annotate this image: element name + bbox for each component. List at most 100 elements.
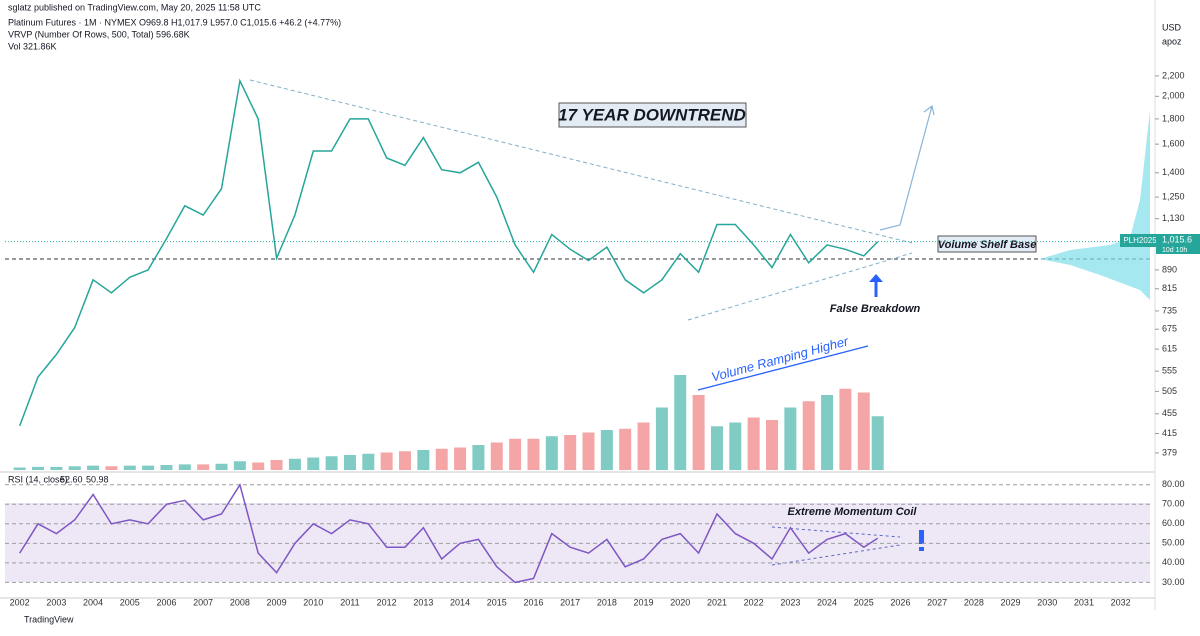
volume-bar bbox=[362, 453, 375, 470]
volume-bar bbox=[399, 451, 412, 470]
volume-bar bbox=[619, 428, 632, 470]
volume-bar bbox=[252, 462, 265, 470]
exclaim bbox=[919, 547, 924, 551]
volume-bar bbox=[564, 435, 577, 470]
header-line: Vol 321.86K bbox=[8, 41, 57, 51]
projection-arrow bbox=[879, 104, 935, 231]
x-tick-label: 2020 bbox=[670, 597, 690, 607]
y-tick-label: 50.00 bbox=[1162, 538, 1185, 548]
y-tick-label: 890 bbox=[1162, 264, 1177, 274]
exclaim bbox=[919, 530, 924, 544]
price-tag bbox=[1156, 234, 1200, 254]
y-tick-label: 70.00 bbox=[1162, 499, 1185, 509]
rsi-band bbox=[5, 503, 1150, 582]
y-tick-label: 379 bbox=[1162, 447, 1177, 457]
volume-bar bbox=[435, 448, 448, 470]
volume-bar bbox=[32, 466, 45, 470]
volume-bar bbox=[692, 395, 705, 470]
volume-bar bbox=[545, 436, 558, 470]
y-tick-label: 815 bbox=[1162, 283, 1177, 293]
x-tick-label: 2014 bbox=[450, 597, 470, 607]
volume-bar bbox=[600, 430, 613, 470]
rsi-ma: 50.98 bbox=[86, 474, 109, 484]
x-tick-label: 2017 bbox=[560, 597, 580, 607]
x-tick-label: 2008 bbox=[230, 597, 250, 607]
volume-bar bbox=[142, 465, 155, 470]
volume-profile bbox=[1040, 110, 1150, 300]
rsi-value: 52.60 bbox=[60, 474, 83, 484]
y-tick-label: 455 bbox=[1162, 408, 1177, 418]
volume-bar bbox=[674, 375, 687, 470]
volume-bar bbox=[325, 456, 338, 470]
y-tick-label: 505 bbox=[1162, 386, 1177, 396]
volume-bar bbox=[509, 438, 522, 470]
symbol: PLH2025 bbox=[1123, 236, 1157, 245]
y-tick-label: 735 bbox=[1162, 305, 1177, 315]
volume-bar bbox=[582, 432, 595, 470]
x-tick-label: 2022 bbox=[744, 597, 764, 607]
countdown: 10d 10h bbox=[1162, 247, 1187, 254]
x-tick-label: 2024 bbox=[817, 597, 837, 607]
y-tick-label: 1,600 bbox=[1162, 139, 1185, 149]
y-tick-label: 1,400 bbox=[1162, 167, 1185, 177]
volume-bar bbox=[802, 401, 815, 470]
annotation: Volume Ramping Higher bbox=[710, 333, 851, 384]
volume-bar bbox=[105, 466, 118, 470]
y-tick-label: 1,800 bbox=[1162, 113, 1185, 123]
volume-bar bbox=[784, 407, 797, 470]
currency-sub: apoz bbox=[1162, 36, 1182, 46]
y-tick-label: 615 bbox=[1162, 344, 1177, 354]
y-tick-label: 675 bbox=[1162, 324, 1177, 334]
volume-bar bbox=[710, 426, 723, 470]
volume-bar bbox=[197, 464, 210, 470]
support-line bbox=[687, 252, 913, 321]
y-tick-label: 1,250 bbox=[1162, 191, 1185, 201]
volume-bar bbox=[417, 450, 430, 470]
annotation: Extreme Momentum Coil bbox=[788, 506, 918, 518]
volume-bar bbox=[178, 464, 191, 470]
y-tick-label: 2,000 bbox=[1162, 91, 1185, 101]
x-tick-label: 2023 bbox=[780, 597, 800, 607]
annotation: 17 YEAR DOWNTREND bbox=[558, 105, 746, 124]
y-tick-label: 40.00 bbox=[1162, 557, 1185, 567]
price-line bbox=[18, 78, 879, 427]
downtrend-line bbox=[249, 79, 913, 244]
x-tick-label: 2015 bbox=[487, 597, 507, 607]
volume-bar bbox=[857, 392, 870, 470]
x-tick-label: 2005 bbox=[120, 597, 140, 607]
y-tick-label: 555 bbox=[1162, 366, 1177, 376]
y-tick-label: 415 bbox=[1162, 428, 1177, 438]
y-tick-label: 2,200 bbox=[1162, 70, 1185, 80]
symbol-tag bbox=[1120, 234, 1160, 247]
rsi-line bbox=[19, 482, 879, 584]
volume-bar bbox=[68, 466, 81, 470]
annotation: Volume Shelf Base bbox=[938, 239, 1037, 251]
y-tick-label: 80.00 bbox=[1162, 479, 1185, 489]
volume-bar bbox=[454, 447, 467, 470]
x-tick-label: 2019 bbox=[634, 597, 654, 607]
x-tick-label: 2032 bbox=[1111, 597, 1131, 607]
volume-bar bbox=[747, 417, 760, 470]
x-tick-label: 2016 bbox=[523, 597, 543, 607]
x-tick-label: 2003 bbox=[46, 597, 66, 607]
x-tick-label: 2027 bbox=[927, 597, 947, 607]
annotation-box bbox=[937, 235, 1037, 253]
x-tick-label: 2028 bbox=[964, 597, 984, 607]
annotation: False Breakdown bbox=[830, 303, 921, 315]
volume-bar bbox=[160, 465, 173, 470]
volume-bar bbox=[472, 445, 485, 470]
volume-bar bbox=[288, 458, 301, 470]
x-tick-label: 2002 bbox=[10, 597, 30, 607]
header-line: sglatz published on TradingView.com, May… bbox=[8, 2, 261, 12]
x-tick-label: 2018 bbox=[597, 597, 617, 607]
arrow-head bbox=[869, 274, 883, 282]
volume-bar bbox=[50, 466, 63, 470]
volume-bar bbox=[13, 467, 26, 470]
volume-bar bbox=[233, 461, 246, 470]
volume-bar bbox=[729, 422, 742, 470]
x-tick-label: 2009 bbox=[267, 597, 287, 607]
volume-bar bbox=[766, 420, 779, 470]
volume-bar bbox=[87, 465, 100, 470]
